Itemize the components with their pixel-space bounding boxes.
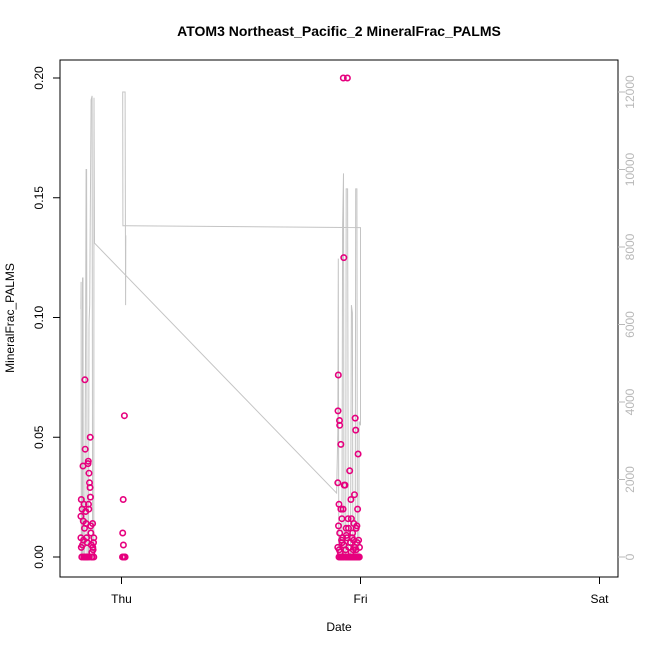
data-point: [340, 254, 348, 262]
y-tick-label: 0.05: [32, 425, 46, 449]
data-point: [82, 553, 90, 561]
x-tick-label: Fri: [354, 592, 368, 606]
data-point: [354, 505, 362, 513]
data-point: [353, 553, 361, 561]
data-point: [334, 479, 342, 487]
data-point: [90, 534, 98, 542]
data-point: [85, 469, 93, 477]
data-point: [351, 414, 359, 422]
x-tick-label: Thu: [111, 592, 132, 606]
y-axis: 0.00 0.05 0.10 0.15 0.20: [32, 66, 60, 569]
data-point: [335, 546, 343, 554]
x-tick-label: Sat: [590, 592, 609, 606]
data-point: [78, 553, 86, 561]
points-series-layer: [77, 74, 363, 561]
data-point: [80, 536, 88, 544]
data-point: [337, 440, 345, 448]
data-point: [349, 529, 357, 537]
right-y-tick-label: 10000: [623, 152, 637, 186]
data-point: [120, 412, 128, 420]
data-point: [344, 515, 352, 523]
data-point: [80, 500, 88, 508]
y-tick-label: 0.00: [32, 545, 46, 569]
data-point: [338, 515, 346, 523]
y-axis-label: MineralFrac_PALMS: [3, 263, 17, 373]
data-point: [336, 553, 344, 561]
data-point: [119, 529, 127, 537]
data-point: [350, 491, 358, 499]
data-point: [81, 445, 89, 453]
data-point: [347, 495, 355, 503]
data-point: [87, 529, 95, 537]
right-y-axis: 0 2000 4000 6000 8000 10000 12000: [618, 75, 637, 560]
data-point: [84, 457, 92, 465]
data-point: [334, 522, 342, 530]
line-series-layer: [80, 91, 361, 558]
data-point: [342, 531, 350, 539]
right-y-tick-label: 12000: [623, 75, 637, 109]
data-point: [352, 426, 360, 434]
data-point: [346, 467, 354, 475]
y-tick-label: 0.15: [32, 186, 46, 210]
y-tick-label: 0.20: [32, 66, 46, 90]
data-point: [350, 536, 358, 544]
data-point: [89, 546, 97, 554]
data-point: [354, 450, 362, 458]
data-point: [119, 495, 127, 503]
data-point: [86, 433, 94, 441]
right-y-tick-label: 0: [623, 553, 637, 560]
data-point: [339, 505, 347, 513]
data-point: [86, 483, 94, 491]
chart-title: ATOM3 Northeast_Pacific_2 MineralFrac_PA…: [177, 23, 501, 39]
data-point: [344, 524, 352, 532]
data-point: [352, 524, 360, 532]
data-point: [351, 553, 359, 561]
series-line: [80, 91, 361, 558]
data-point: [89, 519, 97, 527]
data-point: [336, 529, 344, 537]
y-tick-label: 0.10: [32, 305, 46, 329]
data-point: [341, 481, 349, 489]
right-y-tick-label: 4000: [623, 388, 637, 415]
data-point: [339, 74, 347, 82]
data-point: [343, 74, 351, 82]
data-point: [352, 546, 360, 554]
right-y-tick-label: 8000: [623, 233, 637, 260]
right-y-tick-label: 2000: [623, 466, 637, 493]
data-point: [334, 371, 342, 379]
data-point: [81, 376, 89, 384]
data-point: [334, 407, 342, 415]
data-point: [119, 541, 127, 549]
right-y-tick-label: 6000: [623, 311, 637, 338]
data-point: [336, 421, 344, 429]
x-axis: Thu Fri Sat: [111, 576, 609, 606]
data-point: [342, 524, 350, 532]
data-point: [121, 553, 129, 561]
data-point: [85, 505, 93, 513]
x-axis-label: Date: [326, 620, 352, 634]
data-point: [86, 493, 94, 501]
